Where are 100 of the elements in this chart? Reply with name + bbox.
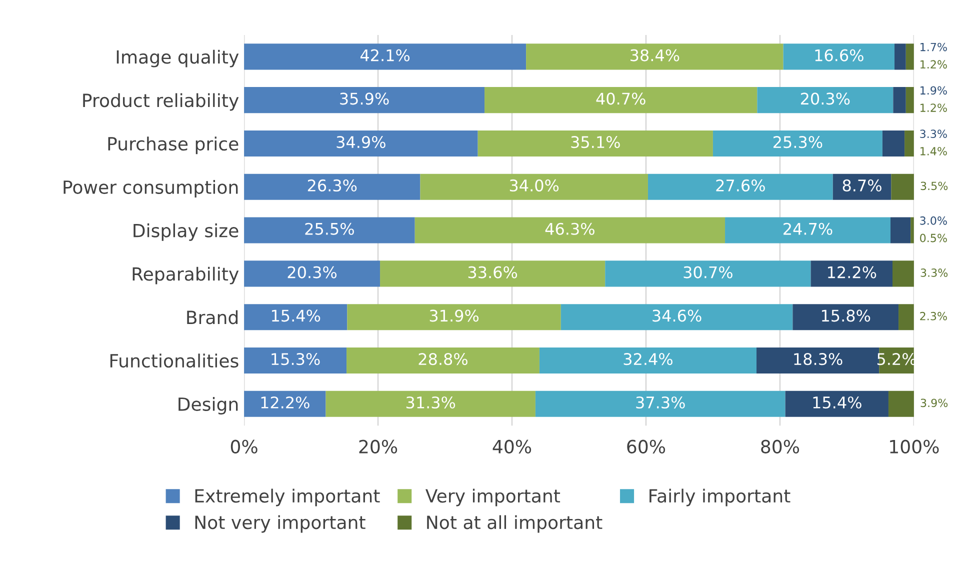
data-label: 16.6% <box>815 49 864 62</box>
x-tick-label: 40% <box>492 440 532 454</box>
bar <box>535 390 786 417</box>
data-label: 27.6% <box>716 179 765 192</box>
x-tick-label: 0% <box>230 440 258 454</box>
bar <box>420 174 648 200</box>
data-label: 3.5% <box>920 182 948 190</box>
data-label: 46.3% <box>545 222 594 235</box>
data-label: 1.2% <box>920 104 947 112</box>
bar <box>785 390 888 417</box>
bar <box>890 217 911 244</box>
y-tick-label: Design <box>178 397 238 415</box>
bar <box>244 130 478 157</box>
bar <box>244 44 526 70</box>
bar <box>882 130 905 157</box>
data-label: 25.3% <box>774 136 822 148</box>
legend-label: Not at all important <box>427 515 602 533</box>
data-label: 15.3% <box>272 353 320 366</box>
bar <box>347 304 561 330</box>
x-tick-label: 20% <box>359 440 398 454</box>
bar <box>244 304 348 330</box>
bar <box>898 304 914 330</box>
data-label: 42.1% <box>360 49 410 62</box>
data-label: 34.6% <box>652 310 702 322</box>
data-label: 24.7% <box>784 222 832 235</box>
y-tick-label: Brand <box>187 310 238 324</box>
data-label: 32.4% <box>624 353 672 366</box>
bar <box>892 260 914 287</box>
bar <box>906 87 914 114</box>
bar <box>725 217 890 244</box>
data-label: 15.4% <box>272 310 320 322</box>
data-label: 1.2% <box>920 60 947 69</box>
y-tick-label: Power consumption <box>64 180 238 198</box>
data-label: 12.2% <box>261 396 310 409</box>
data-label: 35.9% <box>340 92 389 105</box>
y-tick-label: Purchase price <box>108 136 238 154</box>
bar <box>792 304 899 330</box>
bar <box>484 87 758 114</box>
legend-label: Fairly important <box>650 488 790 506</box>
bar <box>244 260 380 287</box>
bar <box>244 390 326 417</box>
bar <box>244 217 415 244</box>
y-tick-label: Product reliability <box>83 93 239 111</box>
legend-label: Very important <box>426 488 560 506</box>
data-label: 31.9% <box>430 310 479 322</box>
data-label: 2.3% <box>920 312 947 320</box>
data-label: 1.7% <box>920 42 947 52</box>
data-label: 38.4% <box>630 49 680 62</box>
bar <box>756 347 880 374</box>
y-tick-label: Display size <box>134 223 238 241</box>
bar <box>414 217 726 244</box>
bar <box>906 44 914 70</box>
data-label: 3.9% <box>920 398 948 408</box>
bar <box>832 174 892 200</box>
data-label: 3.3% <box>920 268 948 277</box>
data-label: 18.3% <box>794 353 842 366</box>
data-label: 1.9% <box>920 86 947 95</box>
bar <box>893 87 906 114</box>
data-label: 25.5% <box>305 222 354 235</box>
data-label: 1.4% <box>920 146 947 156</box>
bar <box>712 130 882 157</box>
data-label: 34.0% <box>510 179 559 192</box>
data-label: 20.3% <box>800 92 850 105</box>
x-tick-label: 80% <box>761 440 800 454</box>
bar <box>810 260 892 287</box>
bar <box>560 304 793 330</box>
bar <box>380 260 606 287</box>
data-label: 31.3% <box>406 396 456 409</box>
bar <box>478 130 713 157</box>
data-label: 30.7% <box>684 266 732 278</box>
data-label: 37.3% <box>636 396 685 409</box>
bar <box>326 390 536 417</box>
data-label: 33.6% <box>468 266 518 278</box>
x-tick-label: 100% <box>890 440 939 454</box>
bar <box>888 390 914 417</box>
bar <box>891 174 914 200</box>
bar <box>783 44 895 70</box>
data-label: 26.3% <box>308 179 357 192</box>
data-label: 40.7% <box>596 92 646 105</box>
data-label: 3.3% <box>920 130 947 138</box>
bar <box>904 130 914 157</box>
bar <box>244 87 485 114</box>
y-tick-label: Functionalities <box>110 354 238 368</box>
bar <box>757 87 894 114</box>
legend-label: Extremely important <box>195 488 380 506</box>
bar <box>244 174 420 200</box>
bar <box>539 347 757 374</box>
data-label: 15.4% <box>813 396 862 409</box>
bar <box>244 347 347 374</box>
y-tick-label: Image quality <box>116 50 239 68</box>
data-label: 3.0% <box>920 216 947 225</box>
data-label: 34.9% <box>336 136 386 148</box>
x-tick-label: 60% <box>627 440 666 454</box>
y-tick-label: Reparability <box>132 266 239 284</box>
data-label: 0.5% <box>920 234 947 242</box>
data-label: 28.8% <box>418 353 468 366</box>
data-label: 35.1% <box>571 136 620 148</box>
data-label: 8.7% <box>842 179 882 192</box>
bar <box>346 347 540 374</box>
data-label: 12.2% <box>828 266 876 278</box>
